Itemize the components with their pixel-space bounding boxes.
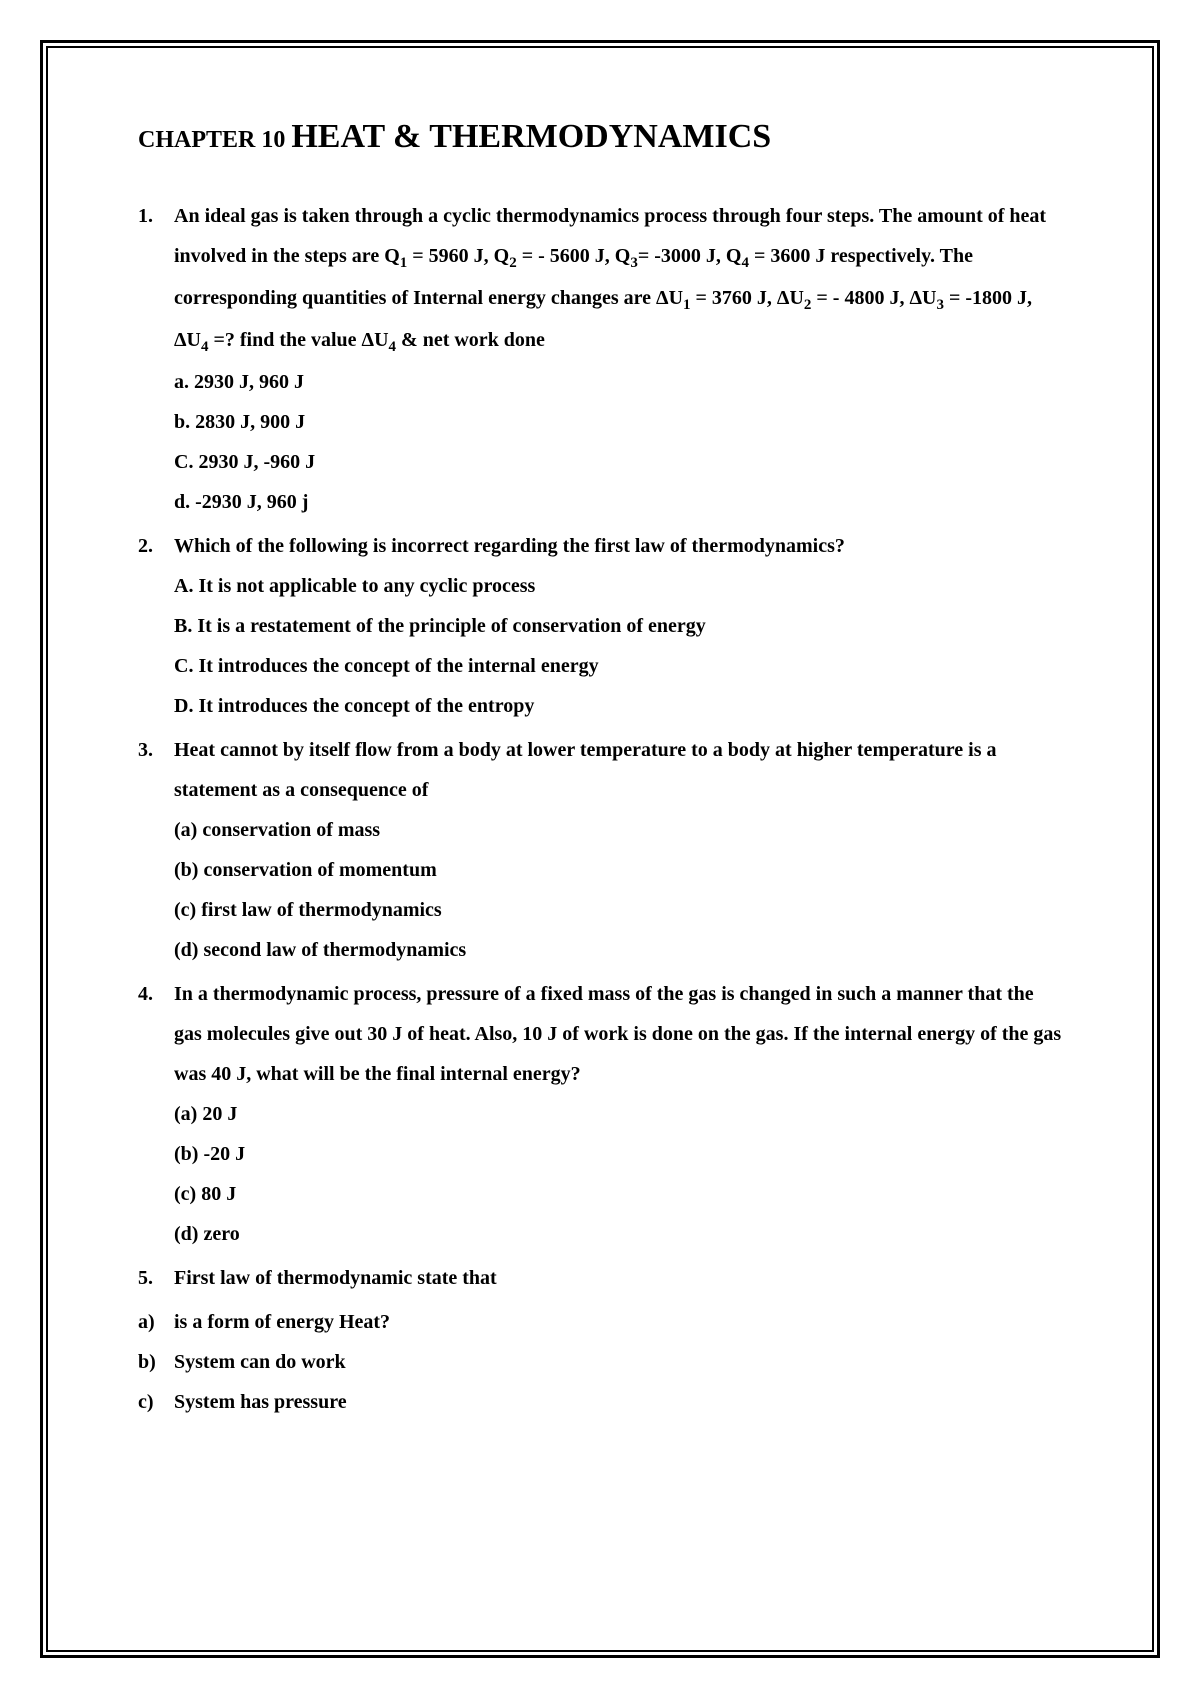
outside-option: c)System has pressure <box>138 1382 1062 1422</box>
question-number: 4. <box>138 974 174 1254</box>
option-item: (a) 20 J <box>174 1094 1062 1134</box>
option-list: a. 2930 J, 960 Jb. 2830 J, 900 JC. 2930 … <box>174 362 1062 522</box>
option-item: (b) conservation of momentum <box>174 850 1062 890</box>
question-body: First law of thermodynamic state that <box>174 1258 1062 1298</box>
option-label: b) <box>138 1342 174 1382</box>
outside-option: b)System can do work <box>138 1342 1062 1382</box>
option-item: B. It is a restatement of the principle … <box>174 606 1062 646</box>
question-body: Which of the following is incorrect rega… <box>174 526 1062 726</box>
question-body: Heat cannot by itself flow from a body a… <box>174 730 1062 970</box>
page-inner-border: CHAPTER 10 HEAT & THERMODYNAMICS 1.An id… <box>46 46 1154 1652</box>
question-item: 3.Heat cannot by itself flow from a body… <box>138 730 1062 970</box>
option-item: (a) conservation of mass <box>174 810 1062 850</box>
option-text: System has pressure <box>174 1382 347 1422</box>
question-body: In a thermodynamic process, pressure of … <box>174 974 1062 1254</box>
question-body: An ideal gas is taken through a cyclic t… <box>174 196 1062 522</box>
question-item: 2.Which of the following is incorrect re… <box>138 526 1062 726</box>
option-text: System can do work <box>174 1342 346 1382</box>
option-item: (c) 80 J <box>174 1174 1062 1214</box>
question-text: Which of the following is incorrect rega… <box>174 526 1062 566</box>
option-item: C. 2930 J, -960 J <box>174 442 1062 482</box>
option-item: (c) first law of thermodynamics <box>174 890 1062 930</box>
option-item: A. It is not applicable to any cyclic pr… <box>174 566 1062 606</box>
question-item: 1.An ideal gas is taken through a cyclic… <box>138 196 1062 522</box>
option-list: (a) 20 J(b) -20 J(c) 80 J(d) zero <box>174 1094 1062 1254</box>
option-list: (a) conservation of mass(b) conservation… <box>174 810 1062 970</box>
option-label: a) <box>138 1302 174 1342</box>
question-list: 1.An ideal gas is taken through a cyclic… <box>138 196 1062 1298</box>
chapter-heading: CHAPTER 10 HEAT & THERMODYNAMICS <box>138 118 1062 156</box>
option-text: is a form of energy Heat? <box>174 1302 390 1342</box>
question-text: An ideal gas is taken through a cyclic t… <box>174 196 1062 362</box>
option-item: b. 2830 J, 900 J <box>174 402 1062 442</box>
question-item: 4.In a thermodynamic process, pressure o… <box>138 974 1062 1254</box>
page-outer-border: CHAPTER 10 HEAT & THERMODYNAMICS 1.An id… <box>40 40 1160 1658</box>
outside-options-container: a)is a form of energy Heat?b)System can … <box>138 1302 1062 1422</box>
question-text: Heat cannot by itself flow from a body a… <box>174 730 1062 810</box>
question-number: 1. <box>138 196 174 522</box>
chapter-prefix: CHAPTER 10 <box>138 127 291 153</box>
option-label: c) <box>138 1382 174 1422</box>
option-item: (d) second law of thermodynamics <box>174 930 1062 970</box>
chapter-title-text: HEAT & THERMODYNAMICS <box>291 118 771 155</box>
option-item: C. It introduces the concept of the inte… <box>174 646 1062 686</box>
outside-option: a)is a form of energy Heat? <box>138 1302 1062 1342</box>
option-list: A. It is not applicable to any cyclic pr… <box>174 566 1062 726</box>
option-item: a. 2930 J, 960 J <box>174 362 1062 402</box>
option-item: d. -2930 J, 960 j <box>174 482 1062 522</box>
question-number: 5. <box>138 1258 174 1298</box>
question-number: 2. <box>138 526 174 726</box>
question-number: 3. <box>138 730 174 970</box>
question-text: In a thermodynamic process, pressure of … <box>174 974 1062 1094</box>
option-item: (b) -20 J <box>174 1134 1062 1174</box>
question-item: 5.First law of thermodynamic state that <box>138 1258 1062 1298</box>
option-item: (d) zero <box>174 1214 1062 1254</box>
option-item: D. It introduces the concept of the entr… <box>174 686 1062 726</box>
question-text: First law of thermodynamic state that <box>174 1258 1062 1298</box>
